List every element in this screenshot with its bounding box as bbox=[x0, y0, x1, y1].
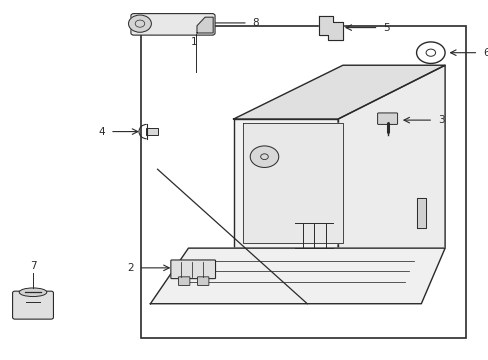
Circle shape bbox=[250, 146, 278, 167]
FancyBboxPatch shape bbox=[170, 260, 215, 279]
Text: 1: 1 bbox=[191, 37, 198, 46]
Bar bbox=[141, 26, 466, 338]
Text: 8: 8 bbox=[252, 18, 259, 28]
Polygon shape bbox=[150, 248, 444, 304]
FancyBboxPatch shape bbox=[13, 291, 53, 319]
Circle shape bbox=[128, 15, 151, 32]
Polygon shape bbox=[233, 65, 444, 119]
Polygon shape bbox=[319, 16, 342, 40]
Text: 4: 4 bbox=[99, 127, 105, 136]
Polygon shape bbox=[338, 65, 444, 302]
FancyBboxPatch shape bbox=[377, 113, 397, 125]
Polygon shape bbox=[243, 123, 342, 243]
Text: 2: 2 bbox=[127, 263, 134, 273]
Polygon shape bbox=[197, 17, 213, 33]
Ellipse shape bbox=[19, 288, 47, 297]
Text: 3: 3 bbox=[437, 115, 444, 125]
Polygon shape bbox=[233, 119, 338, 248]
Polygon shape bbox=[416, 198, 425, 228]
Text: 5: 5 bbox=[383, 23, 389, 33]
Bar bbox=[145, 128, 157, 135]
Text: 6: 6 bbox=[482, 48, 488, 58]
Text: 7: 7 bbox=[30, 261, 36, 271]
FancyBboxPatch shape bbox=[197, 277, 208, 285]
FancyBboxPatch shape bbox=[131, 14, 215, 35]
FancyBboxPatch shape bbox=[178, 277, 189, 285]
